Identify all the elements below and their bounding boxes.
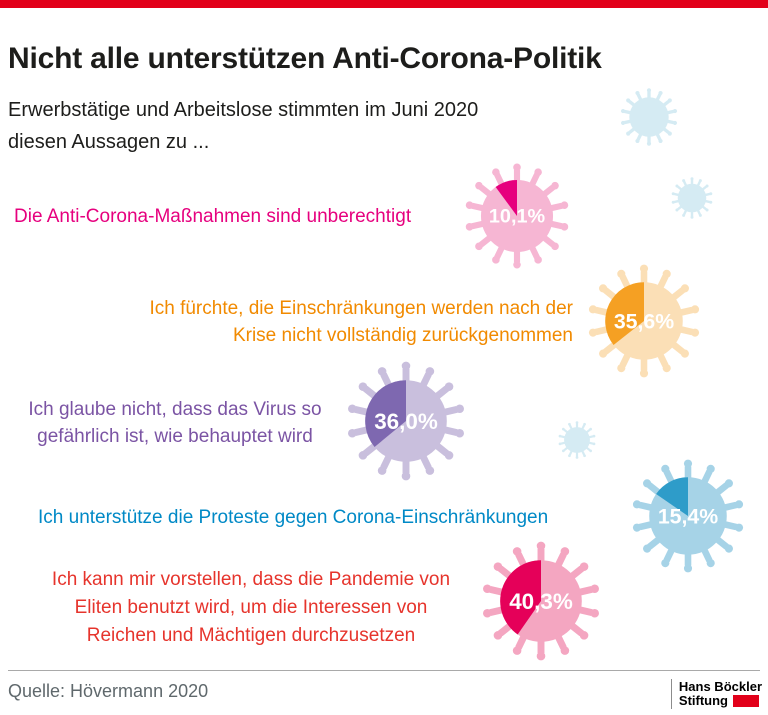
logo-line-2: Stiftung [678, 693, 728, 708]
subtitle-line: Erwerbstätige und Arbeitslose stimmten i… [8, 99, 479, 121]
svg-text:35,6%: 35,6% [614, 310, 674, 334]
source-text: Quelle: Hövermann 2020 [8, 681, 209, 701]
decorative-virus-icon [620, 88, 678, 146]
svg-text:36,0%: 36,0% [374, 409, 438, 434]
top-accent-bar [0, 0, 768, 8]
statement-line: Reichen und Mächtigen durchzusetzen [86, 625, 416, 646]
virus-pie-chart-3: 36,0% [346, 361, 466, 481]
page-subtitle: Erwerbstätige und Arbeitslose stimmten i… [8, 94, 568, 158]
subtitle-line: diesen Aussagen zu ... [8, 131, 210, 153]
svg-text:15,4%: 15,4% [658, 505, 718, 529]
statement-restrictions-not-withdrawn: Ich fürchte, die Einschränkungen werden … [95, 295, 573, 349]
statement-anti-corona-measures: Die Anti-Corona-Maßnahmen sind unberecht… [14, 203, 464, 230]
virus-pie-chart-1: 10,1% [464, 163, 570, 269]
statement-line: Ich glaube nicht, dass das Virus so [28, 399, 322, 420]
virus-pie-chart-5: 40,3% [481, 541, 601, 661]
statement-line: Ich kann mir vorstellen, dass die Pandem… [51, 569, 451, 590]
statement-line: Krise nicht vollständig zurückgenommen [232, 325, 573, 346]
logo-red-mark [733, 695, 759, 707]
logo-line-1: Hans Böckler [678, 679, 762, 694]
statement-line: Eliten benutzt wird, um die Interessen v… [74, 597, 428, 618]
logo-text: Hans Böckler Stiftung [679, 680, 762, 708]
statement-pandemic-elites: Ich kann mir vorstellen, dass die Pandem… [28, 566, 474, 650]
footer-divider [8, 670, 760, 671]
statement-line: Ich fürchte, die Einschränkungen werden … [149, 298, 573, 319]
virus-pie-chart-2: 35,6% [587, 264, 701, 378]
statement-line: Ich unterstütze die Proteste gegen Coron… [38, 507, 549, 528]
decorative-virus-icon [671, 177, 713, 219]
hans-boeckler-stiftung-logo: Hans Böckler Stiftung [670, 679, 762, 709]
statement-support-protests: Ich unterstütze die Proteste gegen Coron… [38, 504, 618, 531]
page-title: Nicht alle unterstützen Anti-Corona-Poli… [8, 42, 602, 75]
decorative-virus-icon [558, 421, 596, 459]
statement-line: Die Anti-Corona-Maßnahmen sind unberecht… [14, 206, 412, 227]
virus-pie-chart-4: 15,4% [631, 459, 745, 573]
svg-text:40,3%: 40,3% [509, 589, 573, 614]
svg-text:10,1%: 10,1% [489, 206, 546, 228]
statement-line: gefährlich ist, wie behauptet wird [37, 426, 313, 447]
logo-divider [670, 679, 672, 709]
statement-virus-not-dangerous: Ich glaube nicht, dass das Virus so gefä… [10, 396, 340, 450]
